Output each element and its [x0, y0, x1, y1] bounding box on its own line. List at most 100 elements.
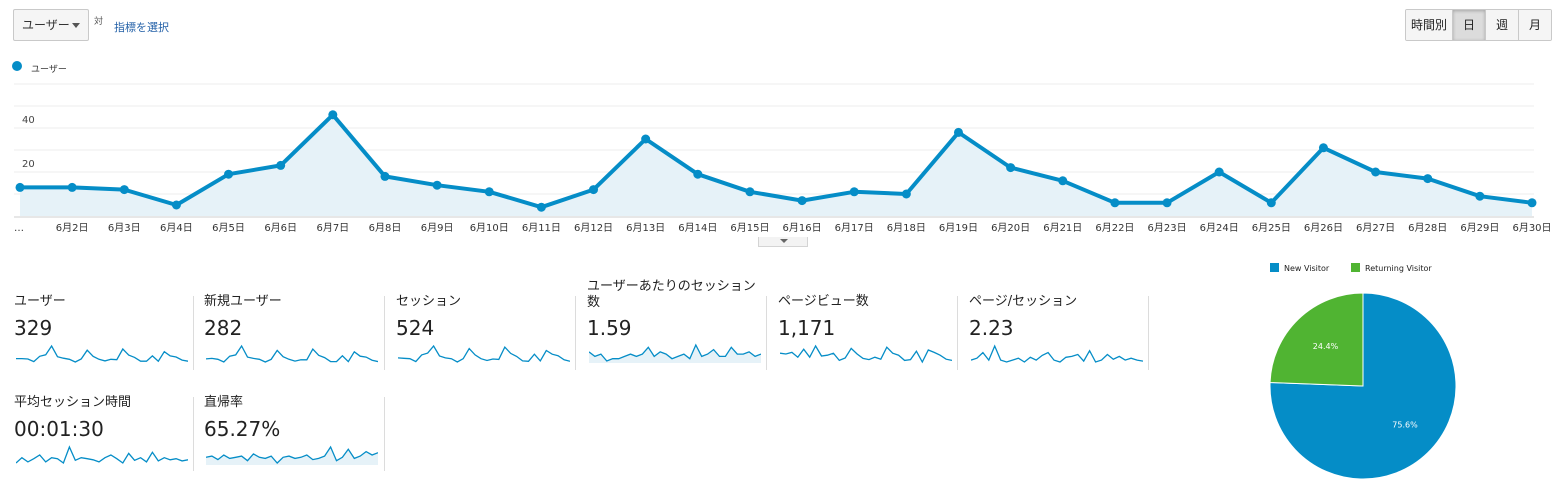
scorecard-divider: [957, 296, 958, 370]
data-point[interactable]: [1371, 167, 1381, 177]
sparkline: [16, 344, 188, 363]
scorecard-divider: [384, 296, 385, 370]
data-point[interactable]: [1423, 174, 1433, 184]
data-point[interactable]: [849, 187, 859, 197]
x-tick-label: 6月17日: [835, 222, 874, 234]
data-point[interactable]: [1006, 163, 1016, 173]
scorecard-label: ユーザーあたりのセッション数: [587, 279, 756, 310]
sparkline: [398, 344, 570, 363]
sparkline: [971, 344, 1143, 363]
data-point[interactable]: [693, 169, 703, 179]
data-point[interactable]: [1527, 198, 1537, 208]
scorecard-label: セッション: [396, 294, 462, 309]
y-tick-label: 20: [22, 159, 35, 170]
x-tick-label: 6月10日: [470, 222, 509, 234]
data-point[interactable]: [119, 185, 129, 195]
scorecard-divider: [575, 296, 576, 370]
data-point[interactable]: [67, 182, 77, 192]
data-point[interactable]: [589, 185, 599, 195]
data-point[interactable]: [380, 171, 390, 181]
sparkline: [589, 343, 761, 363]
data-point[interactable]: [1266, 198, 1276, 208]
scorecard-value: 1,171: [778, 316, 836, 340]
x-tick-label: 6月30日: [1512, 222, 1551, 234]
data-point[interactable]: [1318, 143, 1328, 153]
series-legend-label: ユーザー: [31, 65, 67, 75]
scorecard-bounce-rate[interactable]: 直帰率 65.27%: [204, 395, 394, 490]
sparkline-path: [398, 344, 570, 363]
series-area: [20, 114, 1532, 216]
data-point[interactable]: [953, 127, 963, 137]
x-tick-label: 6月26日: [1304, 222, 1343, 234]
visitor-type-pie-chart[interactable]: 75.6% 24.4%: [1268, 291, 1458, 481]
scorecard-sessions-per-user[interactable]: ユーザーあたりのセッション数 1.59: [587, 279, 777, 374]
scorecard-label: ページビュー数: [778, 294, 869, 309]
sparkline-path: [206, 344, 378, 363]
x-tick-label: 6月3日: [108, 222, 141, 234]
x-tick-label: 6月22日: [1095, 222, 1134, 234]
x-tick-label: 6月21日: [1043, 222, 1082, 234]
period-weekly-button[interactable]: 週: [1485, 10, 1518, 40]
chart-expand-toggle[interactable]: [758, 237, 808, 247]
caret-down-icon: [780, 239, 788, 243]
x-tick-label: 6月27日: [1356, 222, 1395, 234]
data-point[interactable]: [1475, 191, 1485, 201]
sparkline-path: [971, 344, 1143, 363]
sparkline-path: [206, 445, 378, 464]
data-point[interactable]: [1110, 198, 1120, 208]
scorecard-avg-session-duration[interactable]: 平均セッション時間 00:01:30: [14, 395, 204, 490]
x-tick-label: 6月15日: [730, 222, 769, 234]
pie-legend-new-visitor[interactable]: New Visitor: [1284, 264, 1330, 273]
pie-slice[interactable]: [1269, 292, 1364, 387]
metric-dropdown[interactable]: ユーザー: [13, 9, 89, 41]
data-point[interactable]: [745, 187, 755, 197]
data-point[interactable]: [432, 180, 442, 190]
x-tick-label: 6月8日: [369, 222, 402, 234]
sparkline: [780, 344, 952, 364]
x-tick-label: 6月20日: [991, 222, 1030, 234]
period-hourly-button[interactable]: 時間別: [1406, 10, 1452, 40]
scorecard-users[interactable]: ユーザー 329: [14, 294, 204, 389]
data-point[interactable]: [1162, 198, 1172, 208]
data-point[interactable]: [171, 200, 181, 210]
scorecard-pages-per-session[interactable]: ページ/セッション 2.23: [969, 294, 1159, 389]
users-line-chart[interactable]: 20 40 60 … 6月2日 6月3日 6月4日 6月5日 6月6日 6月7日 6月8日 6月9日 6…: [0, 80, 1562, 240]
data-point[interactable]: [484, 187, 494, 197]
scorecard-sessions[interactable]: セッション 524: [396, 294, 586, 389]
data-point[interactable]: [797, 196, 807, 206]
x-tick-label: …: [14, 223, 24, 234]
y-tick-label: 40: [22, 115, 35, 126]
x-tick-label: 6月28日: [1408, 222, 1447, 234]
pie-legend-swatch-returning: [1351, 263, 1360, 272]
data-point[interactable]: [1214, 167, 1224, 177]
x-tick-label: 6月9日: [421, 222, 454, 234]
data-point[interactable]: [328, 110, 338, 120]
data-point[interactable]: [1058, 176, 1068, 186]
data-point[interactable]: [15, 182, 25, 192]
y-tick-label: 60: [22, 80, 35, 82]
x-tick-label: 6月24日: [1200, 222, 1239, 234]
x-tick-label: 6月29日: [1460, 222, 1499, 234]
pie-legend-returning-visitor[interactable]: Returning Visitor: [1365, 264, 1432, 273]
period-monthly-button[interactable]: 月: [1518, 10, 1551, 40]
period-toggle-group: 時間別 日 週 月: [1405, 9, 1552, 41]
sparkline-area: [206, 447, 378, 465]
scorecard-label: ページ/セッション: [969, 294, 1078, 309]
data-point[interactable]: [641, 134, 651, 144]
data-point[interactable]: [901, 189, 911, 199]
pie-slice-label: 75.6%: [1392, 421, 1418, 430]
scorecard-new-users[interactable]: 新規ユーザー 282: [204, 294, 394, 389]
versus-label: 対: [94, 17, 104, 27]
series-legend-marker: [12, 61, 22, 71]
sparkline: [206, 344, 378, 363]
pie-legend-swatch-new: [1270, 263, 1279, 272]
pie-slice-label: 24.4%: [1313, 342, 1339, 351]
select-metric-link[interactable]: 指標を選択: [114, 21, 169, 34]
data-point[interactable]: [224, 169, 234, 179]
data-point[interactable]: [276, 160, 286, 170]
data-point[interactable]: [536, 202, 546, 212]
scorecard-value: 329: [14, 316, 53, 340]
scorecard-value: 2.23: [969, 316, 1014, 340]
scorecard-pageviews[interactable]: ページビュー数 1,171: [778, 294, 968, 389]
period-daily-button[interactable]: 日: [1452, 10, 1485, 40]
